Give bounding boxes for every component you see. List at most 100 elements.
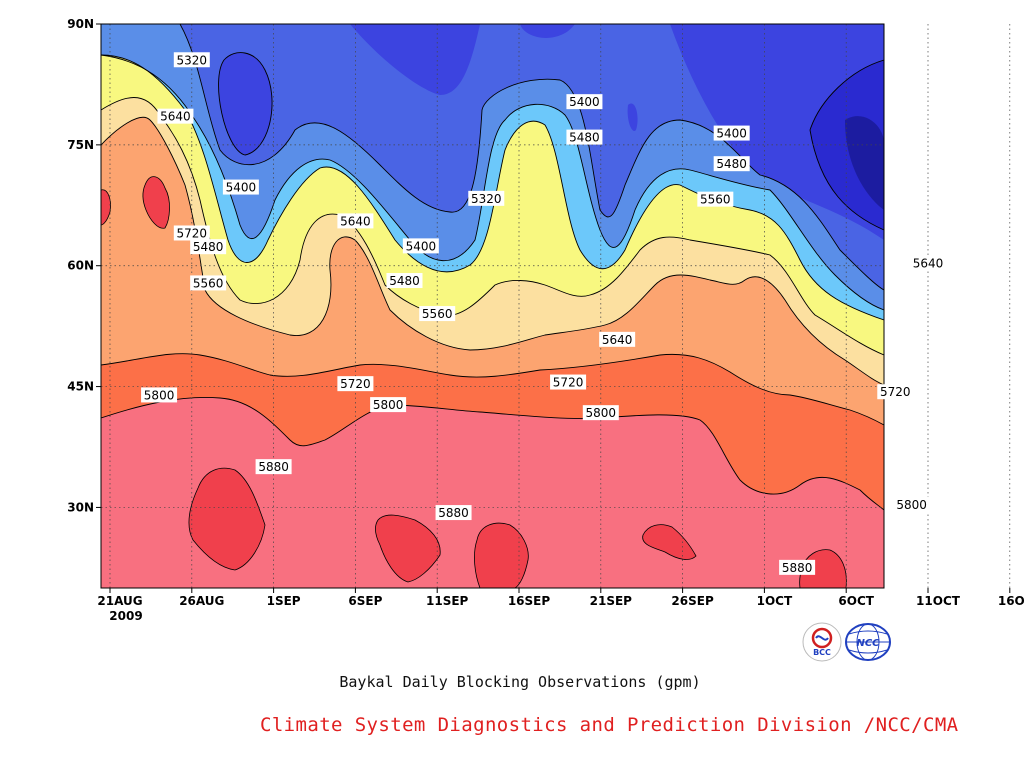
x-tick-label: 6SEP: [348, 594, 382, 608]
contour-label: 5800: [893, 497, 930, 513]
contour-label-bg: [550, 374, 587, 390]
contour-label-bg: [893, 497, 930, 513]
y-axis: 30N 45N 60N 75N 90N: [67, 17, 101, 514]
contour-label-bg: [386, 273, 423, 289]
x-tick-label: 16SEP: [508, 594, 551, 608]
contour-label-bg: [402, 238, 439, 254]
contour-label: 5320: [468, 190, 505, 206]
x-axis: 21AUG 26AUG 1SEP 6SEP 11SEP 16SEP 21SEP 26SEP 1O…: [97, 588, 1024, 623]
contour-labels: 5320 5320 5400 5400 5400 5400 5480 5480 5480 5480…: [141, 52, 946, 575]
contour-label: 5640: [599, 331, 636, 347]
contour-label: 5400: [222, 179, 259, 195]
contour-label-text: 5640: [160, 110, 191, 124]
contour-label: 5640: [337, 213, 374, 229]
contour-label-text: 5560: [422, 307, 453, 321]
contour-label-bg: [190, 239, 227, 255]
contour-label-text: 5720: [177, 226, 208, 240]
contour-label: 5560: [190, 275, 227, 291]
ncc-logo-text: NCC: [856, 638, 880, 649]
contour-label-bg: [141, 387, 178, 403]
y-tick-label: 75N: [67, 138, 94, 152]
x-tick-label: 6OCT: [838, 594, 874, 608]
x-tick-label: 26AUG: [179, 594, 224, 608]
contour-label: 5480: [566, 129, 603, 145]
contour-label: 5800: [370, 397, 407, 413]
y-tick-label: 30N: [67, 500, 94, 514]
contour-label-text: 5720: [553, 376, 584, 390]
contour-label: 5720: [877, 384, 914, 400]
contour-label-text: 5400: [716, 127, 747, 141]
contour-label-bg: [157, 108, 194, 124]
contour-label-bg: [910, 255, 946, 271]
x-tick-label: 21SEP: [590, 594, 633, 608]
y-tick-label: 90N: [67, 17, 94, 31]
contour-label: 5480: [713, 156, 750, 172]
contour-label: 5800: [141, 387, 178, 403]
contour-label-bg: [468, 190, 505, 206]
contour-label-bg: [419, 306, 456, 322]
plot-frame: [100, 23, 885, 589]
band-below-5320: [218, 24, 884, 240]
contour-label-bg: [697, 191, 734, 207]
contour-label-text: 5400: [569, 95, 600, 109]
contour-label-text: 5320: [471, 192, 502, 206]
contour-label-bg: [713, 156, 750, 172]
contour-label-bg: [779, 559, 816, 575]
bcc-logo: BCC: [802, 622, 842, 662]
contour-label-text: 5560: [193, 276, 224, 290]
contour-label-text: 5480: [716, 157, 747, 171]
x-tick-label: 11OCT: [916, 594, 961, 608]
x-tick-label: 11SEP: [426, 594, 469, 608]
contour-label: 5480: [190, 239, 227, 255]
contour-label: 5560: [697, 191, 734, 207]
contour-label-text: 5800: [896, 498, 927, 512]
contour-label-bg: [173, 225, 210, 241]
ncc-globe-icon: NCC: [845, 623, 891, 661]
contour-label-text: 5480: [193, 240, 224, 254]
contour-label-text: 5880: [782, 561, 813, 575]
contour-label: 5400: [566, 94, 603, 110]
contour-label-text: 5480: [389, 274, 420, 288]
contour-label: 5640: [910, 255, 946, 271]
contour-label: 5880: [255, 459, 292, 475]
contour-label-text: 5400: [226, 181, 257, 195]
contour-label-text: 5880: [438, 506, 469, 520]
contour-label: 5400: [713, 125, 750, 141]
contour-label-bg: [566, 129, 603, 145]
contour-label-bg: [713, 125, 750, 141]
contour-label-bg: [370, 397, 407, 413]
contour-label-text: 5800: [586, 406, 617, 420]
contour-label-text: 5640: [913, 256, 944, 270]
contour-label: 5400: [402, 238, 439, 254]
contour-label: 5720: [550, 374, 587, 390]
contour-label: 5720: [173, 225, 210, 241]
contour-label-text: 5640: [602, 333, 633, 347]
contour-label-bg: [582, 405, 619, 421]
contour-label-bg: [255, 459, 292, 475]
contour-label: 5880: [435, 505, 472, 521]
contour-label-text: 5480: [569, 131, 600, 145]
grid-lines: [101, 24, 1011, 588]
contour-label: 5320: [173, 52, 210, 68]
hot-cores: [101, 176, 847, 588]
contour-label-text: 5880: [258, 460, 289, 474]
y-tick-label: 45N: [67, 380, 94, 394]
contour-label: 5720: [337, 376, 374, 392]
contour-label-bg: [599, 331, 636, 347]
x-tick-label: 1OCT: [757, 594, 793, 608]
contour-label-text: 5640: [340, 214, 371, 228]
y-tick-label: 60N: [67, 259, 94, 273]
contour-label-text: 5720: [340, 377, 371, 391]
x-tick-label: 16OCT: [998, 594, 1024, 608]
band-5880-above: [101, 397, 884, 588]
x-year-label: 2009: [109, 609, 142, 623]
contour-label-bg: [173, 52, 210, 68]
x-tick-label: 1SEP: [267, 594, 301, 608]
contour-label-bg: [337, 213, 374, 229]
contour-label-bg: [222, 179, 259, 195]
contour-fills: [101, 24, 884, 588]
contour-label: 5640: [157, 108, 194, 124]
contour-label-bg: [877, 384, 914, 400]
contour-label-text: 5720: [880, 385, 911, 399]
